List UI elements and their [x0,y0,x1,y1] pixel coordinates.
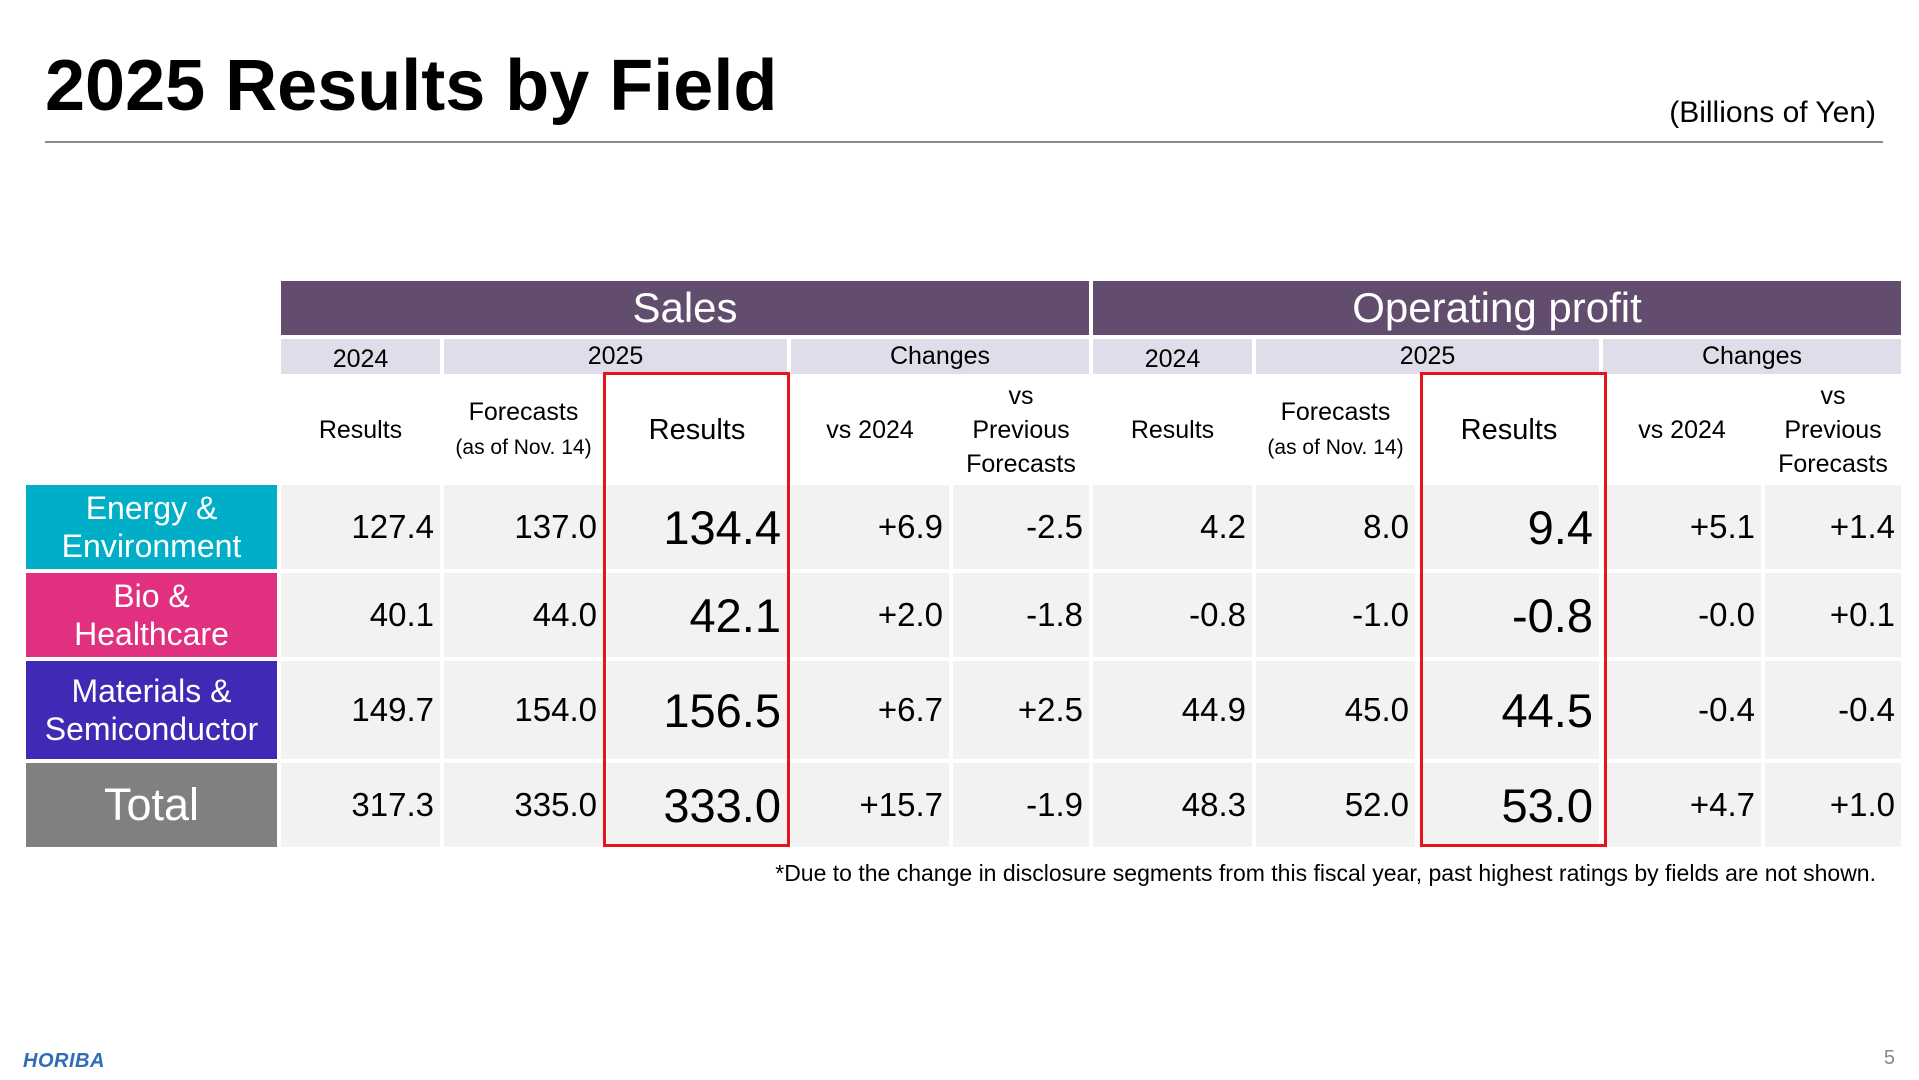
op-vs2024-cell: +4.7 [1603,763,1761,847]
sales-changes: Changes [791,339,1089,374]
sales-2025-cell: 134.4 [607,485,787,569]
op-2025-cell: 53.0 [1419,763,1599,847]
sales-vs-prev-cell: -1.8 [953,573,1089,657]
group-header-row: Sales Operating profit [26,281,1901,335]
op-results-2024-header: Results [1130,415,1215,444]
sales-header: Sales [281,281,1089,335]
sales-vs2024-cell: +15.7 [791,763,949,847]
op-forecasts-header: Forecasts (as of Nov. 14) [1256,378,1415,481]
vs-prev-line2: Previous [972,415,1070,444]
vs-prev-line3: Forecasts [1778,449,1888,478]
op-forecast-cell: -1.0 [1256,573,1415,657]
sales-vs-prev-cell: -2.5 [953,485,1089,569]
sales-results-highlight-box [603,372,790,847]
subheader-row: Results Forecasts (as of Nov. 14) Results… [26,378,1901,481]
corner-cell [26,339,277,374]
corner-cell [26,281,277,335]
op-2025-cell: 9.4 [1419,485,1599,569]
segment-label-total: Total [26,763,277,847]
op-2024-cell: 48.3 [1093,763,1252,847]
forecasts-date: (as of Nov. 14) [1267,435,1404,459]
op-forecast-cell: 45.0 [1256,661,1415,759]
op-2024-cell: -0.8 [1093,573,1252,657]
results-table: Sales Operating profit 2024 2025 Changes… [22,277,1905,851]
page-title: 2025 Results by Field [45,46,778,126]
unit-label: (Billions of Yen) [1669,96,1876,129]
sales-year-2024: 2024 [281,339,440,374]
op-results-2025-header: Results [1460,413,1558,446]
table-row-energy-environment: Energy & Environment 127.4 137.0 134.4 +6… [26,485,1901,569]
title-divider [45,141,1883,143]
table-row-total: Total 317.3 335.0 333.0 +15.7 -1.9 48.3 … [26,763,1901,847]
op-vs2024-header: vs 2024 [1638,415,1726,444]
footnote: *Due to the change in disclosure segment… [775,860,1876,886]
sales-vs-prev-cell: +2.5 [953,661,1089,759]
op-vs2024-cell: -0.4 [1603,661,1761,759]
sales-vs2024-header: vs 2024 [826,415,914,444]
sales-year-2025: 2025 [444,339,787,374]
sales-2024-cell: 40.1 [281,573,440,657]
op-vs-prev-cell: +1.4 [1765,485,1901,569]
op-2024-cell: 44.9 [1093,661,1252,759]
op-2025-cell: 44.5 [1419,661,1599,759]
sales-2025-cell: 156.5 [607,661,787,759]
segment-label-materials: Materials & Semiconductor [26,661,277,759]
vs-prev-line2: Previous [1784,415,1882,444]
forecasts-label: Forecasts [1280,397,1391,426]
forecasts-label: Forecasts [468,397,579,426]
sales-vs2024-cell: +6.7 [791,661,949,759]
table-row-materials-semiconductor: Materials & Semiconductor 149.7 154.0 156… [26,661,1901,759]
op-vs2024-cell: -0.0 [1603,573,1761,657]
vs-prev-line1: vs [1008,381,1034,410]
segment-label-energy: Energy & Environment [26,485,277,569]
op-vs-prev-cell: +1.0 [1765,763,1901,847]
sales-forecast-cell: 137.0 [444,485,603,569]
op-changes: Changes [1603,339,1901,374]
table-row-bio-healthcare: Bio & Healthcare 40.1 44.0 42.1 +2.0 -1.8… [26,573,1901,657]
op-vs2024-cell: +5.1 [1603,485,1761,569]
sales-vs2024-cell: +2.0 [791,573,949,657]
vs-prev-line1: vs [1820,381,1846,410]
sales-forecast-cell: 44.0 [444,573,603,657]
op-forecast-cell: 8.0 [1256,485,1415,569]
op-results-highlight-box [1420,372,1607,847]
sales-2024-cell: 317.3 [281,763,440,847]
operating-profit-header: Operating profit [1093,281,1901,335]
sales-vs-prev-header: vs Previous Forecasts [953,378,1089,481]
op-vs-prev-cell: -0.4 [1765,661,1901,759]
segment-label-bio: Bio & Healthcare [26,573,277,657]
sales-2025-cell: 42.1 [607,573,787,657]
sales-forecast-cell: 335.0 [444,763,603,847]
forecasts-date: (as of Nov. 14) [455,435,592,459]
page-number: 5 [1883,1047,1895,1069]
sales-vs-prev-cell: -1.9 [953,763,1089,847]
op-2024-cell: 4.2 [1093,485,1252,569]
sales-results-2025-header: Results [648,413,746,446]
op-vs-prev-cell: +0.1 [1765,573,1901,657]
sales-2025-cell: 333.0 [607,763,787,847]
vs-prev-line3: Forecasts [966,449,1076,478]
op-year-2025: 2025 [1256,339,1599,374]
sales-2024-cell: 127.4 [281,485,440,569]
sales-2024-cell: 149.7 [281,661,440,759]
op-year-2024: 2024 [1093,339,1252,374]
sales-results-2024-header: Results [318,415,403,444]
op-2025-cell: -0.8 [1419,573,1599,657]
corner-cell [26,378,277,481]
op-forecast-cell: 52.0 [1256,763,1415,847]
year-header-row: 2024 2025 Changes 2024 2025 Changes [26,339,1901,374]
op-vs-prev-header: vs Previous Forecasts [1765,378,1901,481]
sales-forecast-cell: 154.0 [444,661,603,759]
horiba-logo: HORIBA [23,1050,105,1072]
sales-forecasts-header: Forecasts (as of Nov. 14) [444,378,603,481]
sales-vs2024-cell: +6.9 [791,485,949,569]
